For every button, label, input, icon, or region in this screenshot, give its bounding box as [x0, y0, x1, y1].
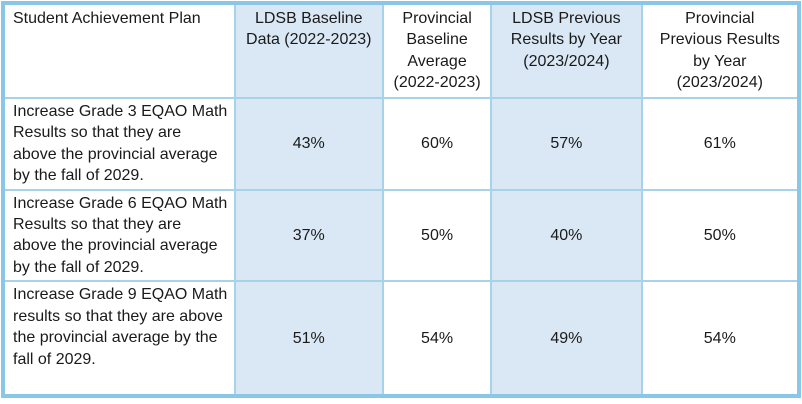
table-row-grade-6: Increase Grade 6 EQAO Math Results so th…	[2, 188, 801, 283]
value-grade9-ldsb-previous: 49%	[490, 280, 643, 398]
value-grade6-provincial-previous: 50%	[640, 188, 801, 283]
goal-text-grade-9: Increase Grade 9 EQAO Math results so th…	[2, 280, 236, 398]
value-grade6-provincial-baseline: 50%	[381, 188, 493, 283]
table-row-grade-3: Increase Grade 3 EQAO Math Results so th…	[2, 96, 801, 191]
column-header-ldsb-baseline-data: LDSB Baseline Data (2022-2023)	[233, 2, 384, 99]
value-grade6-ldsb-baseline: 37%	[233, 188, 384, 283]
column-header-ldsb-previous-results: LDSB Previous Results by Year (2023/2024…	[490, 2, 643, 99]
column-header-provincial-previous-results: Provincial Previous Results by Year (202…	[640, 2, 801, 99]
value-grade9-provincial-previous: 54%	[640, 280, 801, 398]
value-grade9-ldsb-baseline: 51%	[233, 280, 384, 398]
value-grade6-ldsb-previous: 40%	[490, 188, 643, 283]
column-header-student-achievement-plan: Student Achievement Plan	[2, 2, 236, 99]
value-grade3-ldsb-baseline: 43%	[233, 96, 384, 191]
column-header-provincial-baseline-average: Provincial Baseline Average (2022-2023)	[381, 2, 493, 99]
value-grade9-provincial-baseline: 54%	[381, 280, 493, 398]
goal-text-grade-6: Increase Grade 6 EQAO Math Results so th…	[2, 188, 236, 283]
goal-text-grade-3: Increase Grade 3 EQAO Math Results so th…	[2, 96, 236, 191]
value-grade3-provincial-baseline: 60%	[381, 96, 493, 191]
value-grade3-provincial-previous: 61%	[640, 96, 801, 191]
table-row-grade-9: Increase Grade 9 EQAO Math results so th…	[2, 280, 801, 398]
value-grade3-ldsb-previous: 57%	[490, 96, 643, 191]
header-row: Student Achievement Plan LDSB Baseline D…	[2, 2, 801, 99]
